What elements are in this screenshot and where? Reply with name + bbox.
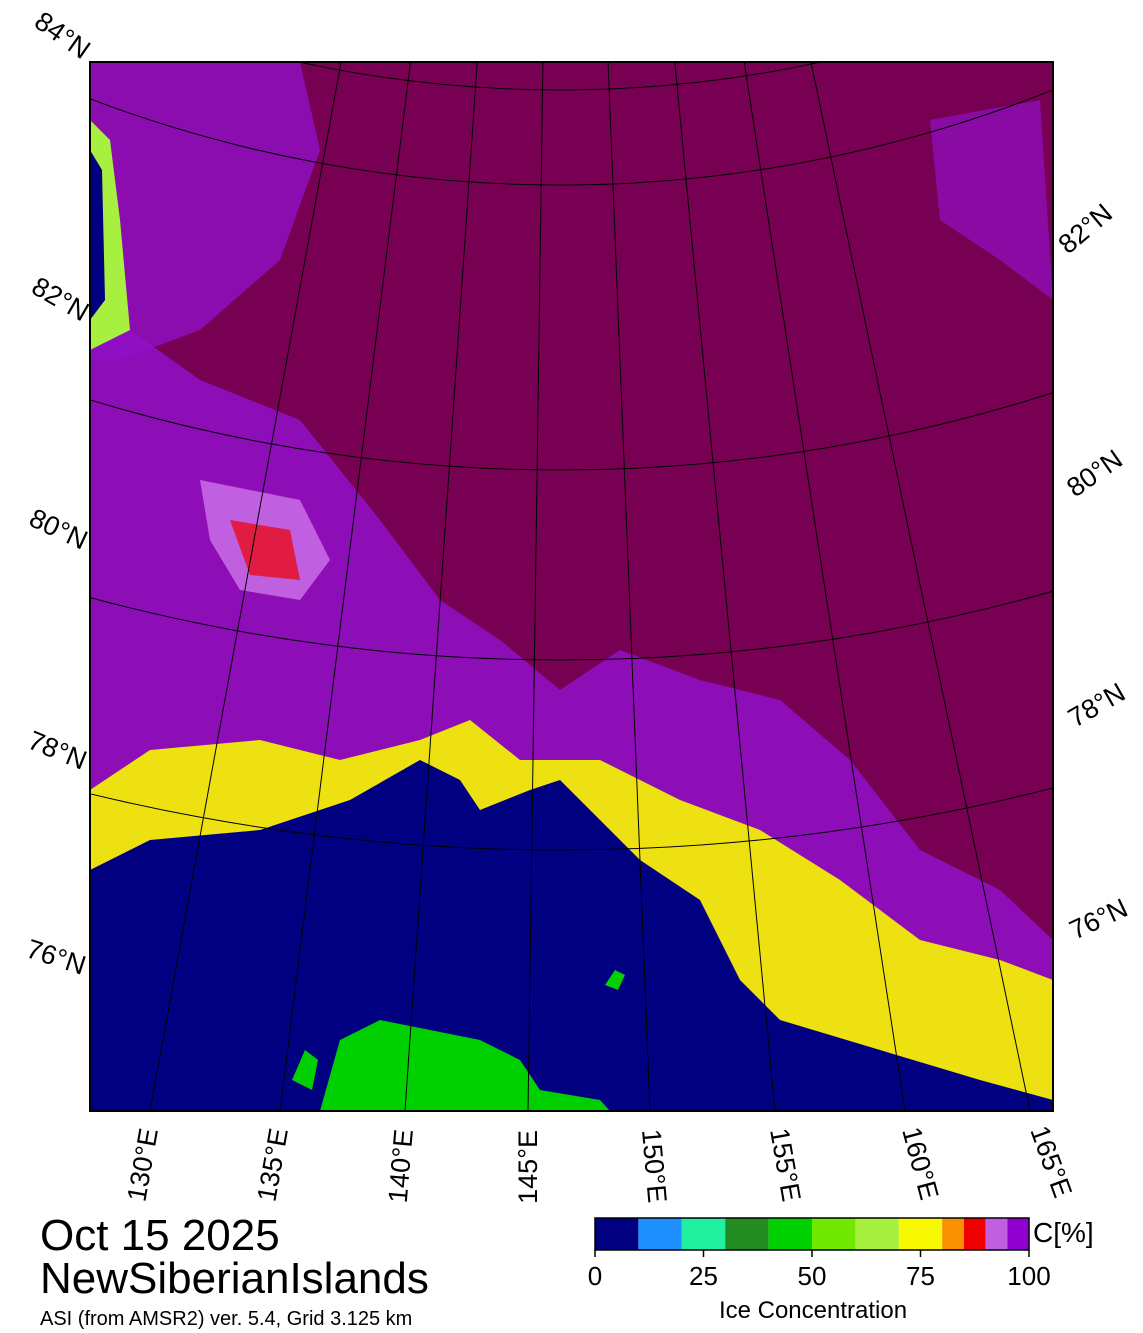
date: Oct 15 2025 [40, 1211, 280, 1260]
lat-label: 76°N [1065, 893, 1132, 946]
colorbar-bin [595, 1218, 639, 1250]
colorbar-tick-label: 100 [1007, 1261, 1050, 1291]
colorbar-bin [942, 1218, 964, 1250]
colorbar-tick-label: 0 [588, 1261, 602, 1291]
colorbar-bin [855, 1218, 899, 1250]
lat-label: 78°N [1063, 677, 1130, 733]
lon-label: 130°E [122, 1126, 164, 1204]
colorbar-bin [812, 1218, 856, 1250]
colorbar-bin [681, 1218, 726, 1250]
graticule [90, 62, 1053, 1111]
lon-label: 135°E [252, 1126, 294, 1204]
lon-label: 150°E [636, 1128, 672, 1204]
colorbar-bin [1007, 1218, 1029, 1250]
lon-label: 165°E [1024, 1122, 1077, 1202]
map [90, 62, 1053, 1111]
colorbar-tick-label: 25 [689, 1261, 718, 1291]
colorbar-bin [985, 1218, 1008, 1250]
colorbar-bin [768, 1218, 812, 1250]
colorbar-bin [898, 1218, 943, 1250]
colorbar: 0 25 50 75 100 [588, 1217, 1051, 1291]
lat-label: 78°N [24, 725, 91, 775]
lon-label: 140°E [383, 1128, 419, 1204]
colorbar-bin [638, 1218, 682, 1250]
colorbar-bin [725, 1218, 769, 1250]
colorbar-label: Ice Concentration [719, 1297, 907, 1324]
colorbar-unit: C[%] [1033, 1217, 1094, 1248]
colorbar-bin [963, 1218, 986, 1250]
lat-label: 76°N [23, 934, 90, 981]
lat-label: 80°N [25, 503, 92, 556]
lat-label: 80°N [1061, 444, 1128, 503]
subtitle: ASI (from AMSR2) ver. 5.4, Grid 3.125 km [40, 1308, 412, 1330]
map-frame [89, 61, 1054, 1112]
region: NewSiberianIslands [40, 1254, 429, 1303]
lat-label: 84°N [29, 6, 96, 65]
colorbar-tick-label: 75 [906, 1261, 935, 1291]
colorbar-tick-label: 50 [798, 1261, 827, 1291]
lon-label: 155°E [764, 1126, 806, 1204]
lon-label: 145°E [513, 1130, 543, 1204]
lat-label: 82°N [27, 271, 94, 327]
lon-label: 160°E [896, 1124, 944, 1203]
lat-label: 82°N [1053, 198, 1118, 260]
